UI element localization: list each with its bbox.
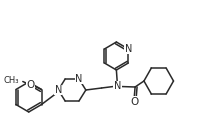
Text: O: O: [26, 80, 35, 90]
Text: N: N: [113, 81, 121, 91]
Text: O: O: [129, 97, 138, 107]
Text: N: N: [124, 44, 131, 54]
Text: N: N: [75, 74, 82, 84]
Text: N: N: [54, 85, 62, 95]
Text: CH₃: CH₃: [3, 76, 19, 85]
